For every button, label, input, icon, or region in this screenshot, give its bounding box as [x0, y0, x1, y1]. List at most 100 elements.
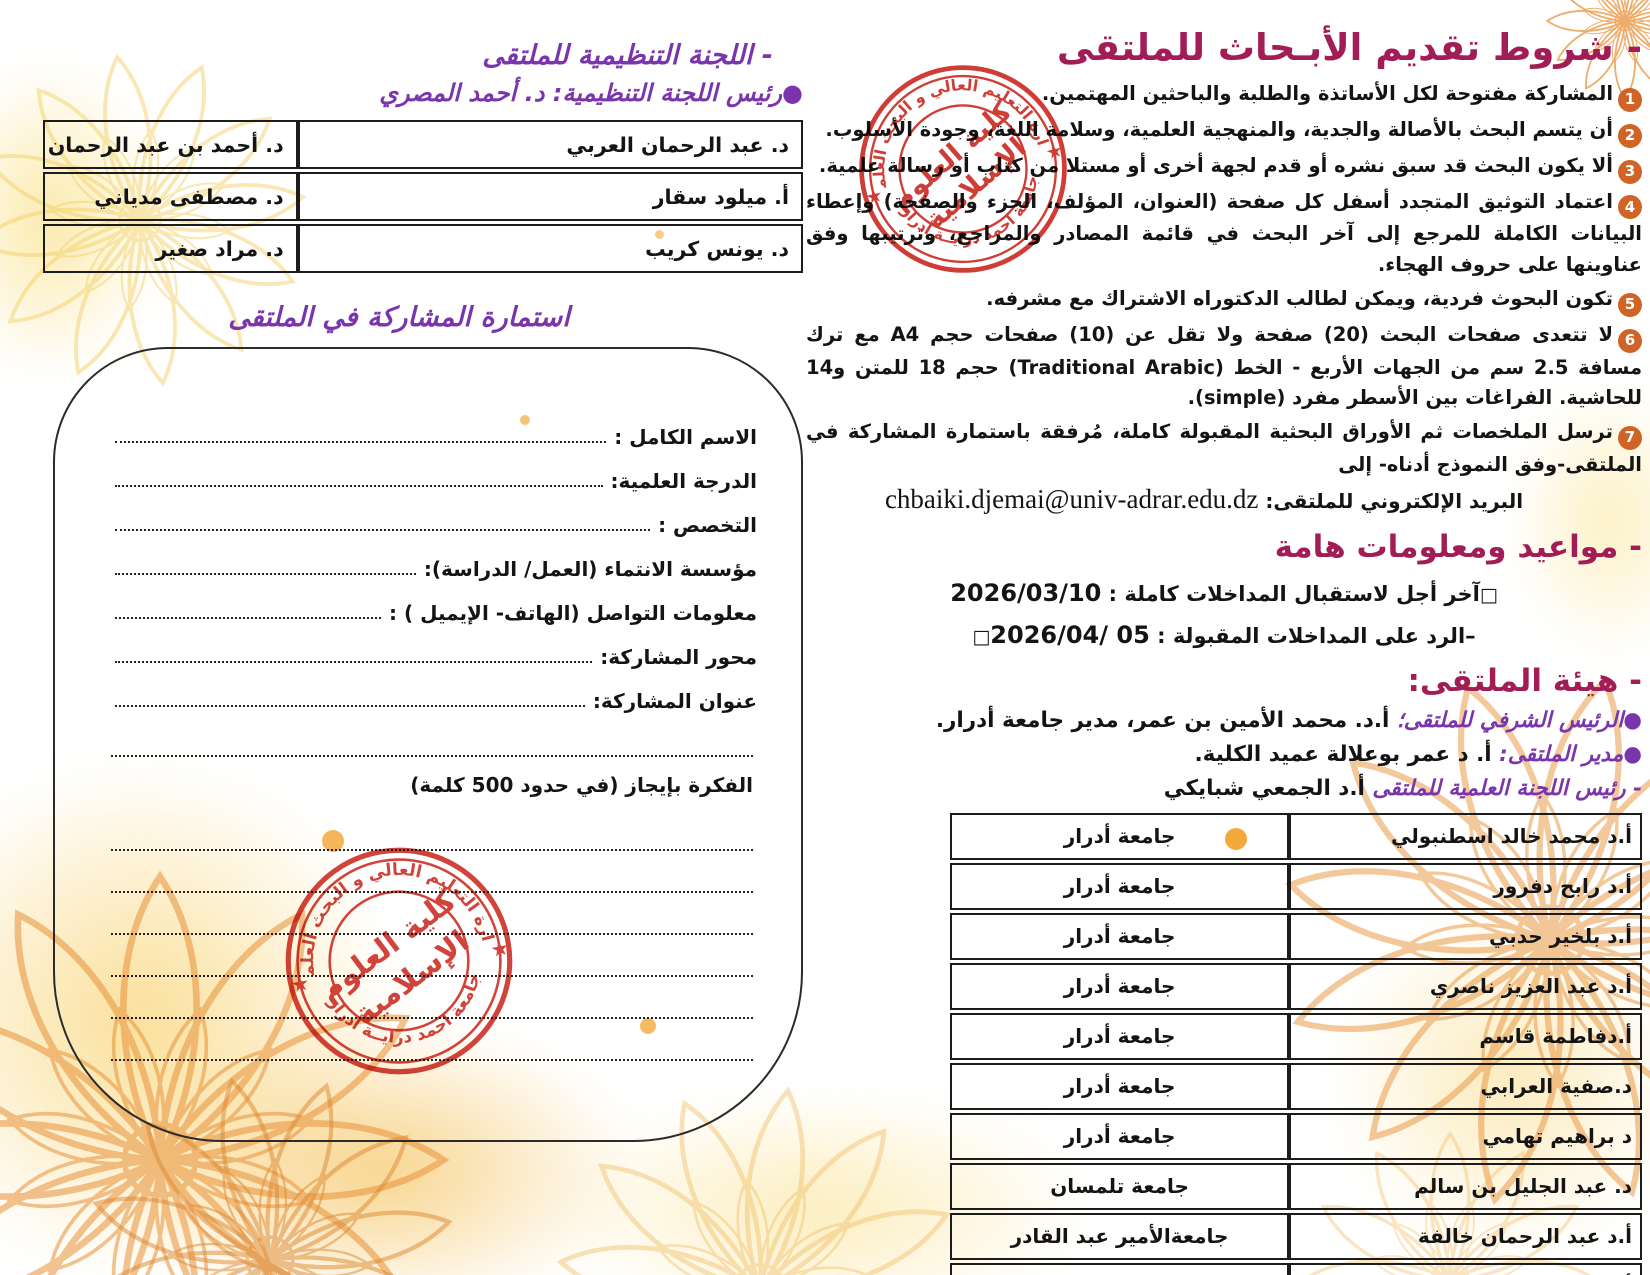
- director-label: ●مدير الملتقى:: [1499, 741, 1642, 767]
- dotted-answer-line[interactable]: [115, 617, 382, 619]
- field-label: محور المشاركة:: [600, 645, 757, 669]
- table-row: د.صفية العرابي جامعة أدرار: [950, 1062, 1642, 1110]
- condition-text: ألا يكون البحث قد سبق نشره أو قدم لجهة أ…: [818, 153, 1613, 177]
- member-name: أ.دفاطمة قاسم: [1289, 1012, 1642, 1060]
- star-icon: ★: [489, 935, 511, 962]
- organizing-committee-table: د. عبد الرحمان العربي د. أحمد بن عبد الرح…: [43, 117, 803, 276]
- field-label: مؤسسة الانتماء (العمل/ الدراسة):: [423, 557, 757, 581]
- field-label: الاسم الكامل :: [614, 425, 757, 449]
- table-row: أ.د بشير عثمانجامعة المسيلة: [950, 1262, 1642, 1275]
- field-label: معلومات التواصل (الهاتف- الإيميل ) :: [389, 601, 757, 625]
- member-name: أ.د بشير عثمان: [1289, 1262, 1642, 1275]
- table-row: أ.د محمد خالد اسطنبولي جامعة أدرار: [950, 812, 1642, 860]
- deadline-label: آخر أجل لاستقبال المداخلات كاملة :: [1101, 581, 1480, 606]
- paint-speck: [520, 415, 530, 425]
- form-field-specialty[interactable]: التخصص :: [107, 495, 757, 539]
- scientific-chair-name: أ.د الجمعي شبايكي: [1163, 775, 1365, 801]
- condition-item: 5تكون البحوث فردية، ويمكن لطالب الدكتورا…: [806, 284, 1642, 317]
- dates-title: - مواعيد ومعلومات هامة: [1274, 528, 1642, 565]
- director-name: أ. د عمر بوعلالة عميد الكلية.: [1194, 741, 1500, 767]
- member-name: د. عبد الجليل بن سالم: [1289, 1162, 1642, 1210]
- member-name: أ.د رابح دفرور: [1289, 862, 1642, 910]
- dotted-answer-line[interactable]: [115, 661, 593, 663]
- dotted-answer-line[interactable]: [115, 529, 651, 531]
- scientific-chair-line: - رئيس اللجنة العلمية للملتقى أ.د الجمعي…: [806, 776, 1642, 801]
- condition-text: اعتماد التوثيق المتجدد أسفل كل صفحة (الع…: [806, 189, 1642, 277]
- participation-form-title: استمارة المشاركة في الملتقى: [228, 302, 570, 333]
- item-number-badge: 7: [1618, 426, 1642, 451]
- member-university: جامعة أدرار: [950, 912, 1290, 960]
- organizing-title: - اللجنة التنظيمية للملتقى: [482, 40, 773, 71]
- member-name: أ.د بلخير حدبي: [1289, 912, 1642, 960]
- member-name: د. يونس كريب: [297, 224, 803, 273]
- reply-date: 05 /2026/04: [990, 620, 1150, 649]
- deadline-date: 2026/03/10: [950, 578, 1102, 607]
- condition-item: 2أن يتسم البحث بالأصالة والجدية، والمنهج…: [806, 115, 1642, 148]
- dotted-answer-line[interactable]: [115, 441, 607, 443]
- condition-text: تكون البحوث فردية، ويمكن لطالب الدكتوراه…: [986, 286, 1613, 310]
- member-university: جامعة أدرار: [950, 1062, 1290, 1110]
- deadline-line: □آخر أجل لاستقبال المداخلات كاملة : 2026…: [806, 579, 1642, 607]
- member-university: جامعة أدرار: [950, 1012, 1290, 1060]
- honorary-president-line: ●الرئيس الشرفي للملتقى؛ أ.د. محمد الأمين…: [806, 708, 1642, 733]
- item-number-badge: 3: [1618, 159, 1642, 184]
- dotted-answer-line[interactable]: [111, 715, 753, 757]
- dotted-answer-line[interactable]: [111, 809, 753, 851]
- condition-item: 7ترسل الملخصات ثم الأوراق البحثية المقبو…: [806, 417, 1642, 481]
- member-name: أ.د عبد الرحمان خالفة: [1289, 1212, 1642, 1260]
- table-row: د. عبد الجليل بن سالم جامعة تلمسان: [950, 1162, 1642, 1210]
- conditions-title: - شروط تقديم الأبـحاث للملتقى: [1056, 26, 1642, 69]
- condition-item: 6لا تتعدى صفحات البحث (20) صفحة ولا تقل …: [806, 320, 1642, 414]
- member-name: د. مصطفى مدياني: [43, 172, 298, 221]
- table-row: أ.دفاطمة قاسم جامعة أدرار: [950, 1012, 1642, 1060]
- dotted-answer-line[interactable]: [115, 705, 585, 707]
- member-university: جامعة تلمسان: [950, 1162, 1290, 1210]
- paint-speck: [1225, 828, 1247, 850]
- member-name: أ.د عبد العزيز ناصري: [1289, 962, 1642, 1010]
- form-field-degree[interactable]: الدرجة العلمية:: [107, 451, 757, 495]
- table-row: أ.د رابح دفرور جامعة أدرار: [950, 862, 1642, 910]
- form-field-institution[interactable]: مؤسسة الانتماء (العمل/ الدراسة):: [107, 539, 757, 583]
- member-name: د. أحمد بن عبد الرحمان: [43, 120, 298, 169]
- table-row: أ.د عبد الرحمان خالفة جامعةالأمير عبد الق…: [950, 1212, 1642, 1260]
- member-name: أ.د محمد خالد اسطنبولي: [1289, 812, 1642, 860]
- condition-text: أن يتسم البحث بالأصالة والجدية، والمنهجي…: [825, 117, 1613, 141]
- form-field-fullname[interactable]: الاسم الكامل :: [107, 407, 757, 451]
- member-name: د براهيم تهامي: [1289, 1112, 1642, 1160]
- organizing-chair-line: ●رئيس اللجنة التنظيمية: د. أحمد المصري: [379, 79, 803, 107]
- dotted-answer-line[interactable]: [115, 573, 416, 575]
- reply-label: –الرد على المداخلات المقبولة :: [1149, 623, 1476, 648]
- honorary-name: أ.د. محمد الأمين بن عمر، مدير جامعة أدرا…: [935, 707, 1397, 733]
- member-university: جامعةالأمير عبد القادر: [950, 1212, 1290, 1260]
- table-row: د. يونس كريب د. مراد صغير: [43, 224, 803, 273]
- director-line: ●مدير الملتقى: أ. د عمر بوعلالة عميد الك…: [806, 741, 1643, 767]
- paint-speck: [322, 830, 344, 852]
- form-field-title[interactable]: عنوان المشاركة:: [107, 671, 757, 715]
- table-row: د براهيم تهامي جامعة أدرار: [950, 1112, 1642, 1160]
- condition-item: 3ألا يكون البحث قد سبق نشره أو قدم لجهة …: [806, 151, 1642, 184]
- checkbox-glyph: □: [1479, 583, 1498, 606]
- dotted-answer-line[interactable]: [115, 485, 603, 487]
- table-row: د. عبد الرحمان العربي د. أحمد بن عبد الرح…: [43, 120, 803, 169]
- scientific-chair-label: - رئيس اللجنة العلمية للملتقى: [1364, 775, 1642, 801]
- member-university: جامعة أدرار: [950, 812, 1290, 860]
- member-name: د.صفية العرابي: [1289, 1062, 1642, 1110]
- faculty-stamp: وزارة التعليم العالي و البحث العلمي جامع…: [831, 37, 1067, 273]
- idea-summary-label: الفكرة بإيجاز (في حدود 500 كلمة): [410, 773, 753, 797]
- condition-text: المشاركة مفتوحة لكل الأساتذة والطلبة وال…: [1041, 82, 1613, 105]
- item-number-badge: 5: [1618, 292, 1642, 317]
- member-university: جامعة أدرار: [950, 862, 1290, 910]
- member-university: جامعة أدرار: [950, 962, 1290, 1010]
- board-title: - هيئة الملتقى:: [1407, 662, 1642, 699]
- member-name: أ. ميلود سقار: [297, 172, 803, 221]
- email-label: البريد الإلكتروني للملتقى:: [1265, 488, 1524, 513]
- item-number-badge: 1: [1618, 87, 1642, 112]
- star-icon: ★: [1044, 139, 1066, 164]
- item-number-badge: 4: [1618, 195, 1642, 220]
- item-number-badge: 6: [1618, 328, 1642, 353]
- form-field-axis[interactable]: محور المشاركة:: [107, 627, 757, 671]
- form-field-contact[interactable]: معلومات التواصل (الهاتف- الإيميل ) :: [107, 583, 757, 627]
- member-name: د. عبد الرحمان العربي: [297, 120, 803, 169]
- conference-email-link[interactable]: chbaiki.djemai@univ-adrar.edu.dz: [884, 483, 1259, 514]
- member-university: جامعة المسيلة: [950, 1262, 1290, 1275]
